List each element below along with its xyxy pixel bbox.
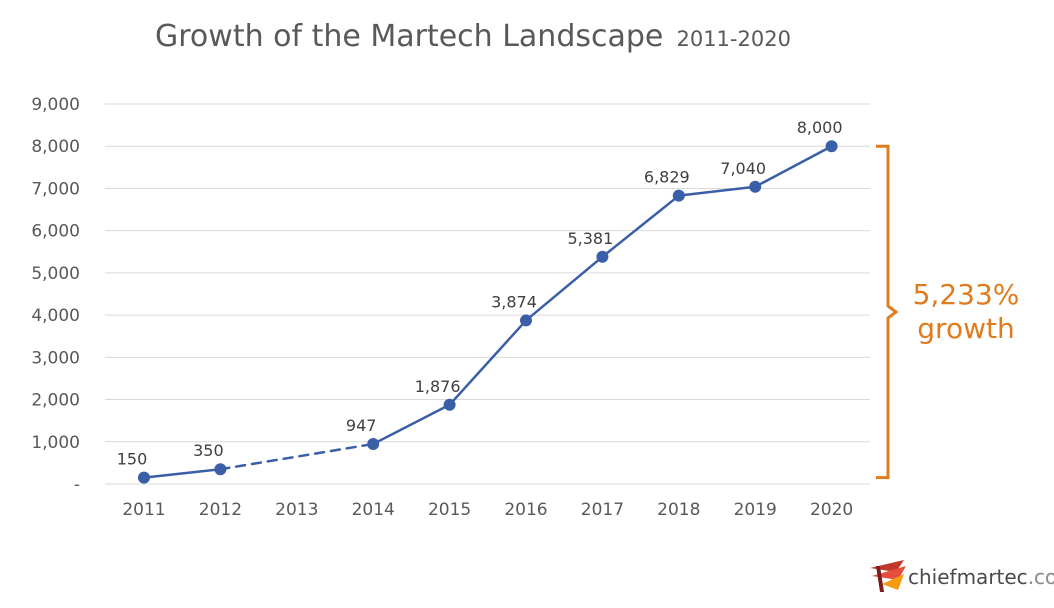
chart-subtitle: 2011-2020	[676, 27, 790, 51]
data-point-2011	[138, 471, 150, 484]
y-tick-label: 9,000	[31, 95, 80, 115]
x-tick-label: 2020	[810, 500, 853, 520]
gridlines	[105, 103, 870, 485]
series-points	[138, 140, 838, 484]
series-line	[142, 144, 833, 479]
growth-brace	[876, 144, 899, 480]
data-point-2016	[520, 314, 532, 327]
x-tick-label: 2017	[581, 500, 624, 520]
data-label-2017: 5,381	[567, 229, 613, 248]
x-axis-ticks: 2011 2012 2013 2014 2015 2016 2017 2018 2019 2020	[122, 500, 853, 520]
series-segment	[371, 403, 451, 446]
data-labels: 150 350 947 1,876 3,874 5,381 6,829 7,040 8,000	[117, 118, 843, 468]
x-tick-label: 2019	[734, 500, 777, 520]
chart-title: Growth of the Martech Landscape	[155, 19, 663, 54]
data-label-2012: 350	[193, 441, 224, 460]
y-tick-label: 1,000	[31, 433, 80, 453]
chiefmartec-logo: chiefmartec.com	[870, 560, 1054, 592]
y-axis-ticks: - 1,000 2,000 3,000 4,000 5,000 6,000 7,000 8,00…	[31, 95, 80, 495]
data-point-2014	[367, 438, 380, 451]
data-point-2020	[825, 140, 838, 153]
data-point-2017	[596, 250, 609, 263]
y-tick-label: -	[74, 475, 80, 495]
x-tick-label: 2015	[428, 500, 471, 520]
series-segment	[753, 144, 833, 189]
series-segment	[524, 255, 604, 322]
data-label-2019: 7,040	[720, 159, 766, 178]
flag-logo-icon	[870, 560, 906, 592]
data-label-2020: 8,000	[797, 118, 843, 137]
x-tick-label: 2018	[657, 500, 700, 520]
growth-word: growth	[917, 312, 1014, 345]
y-tick-label: 4,000	[31, 306, 80, 326]
series-segment	[448, 319, 528, 407]
y-tick-label: 6,000	[31, 222, 80, 242]
x-tick-label: 2013	[275, 500, 318, 520]
y-tick-label: 7,000	[31, 179, 80, 199]
logo-text-group: chiefmartec.com	[908, 565, 1054, 589]
logo-name: chiefmartec	[908, 565, 1028, 589]
x-tick-label: 2014	[352, 500, 395, 520]
series-segment-dashed	[219, 442, 375, 471]
logo-tld: .com	[1028, 565, 1054, 589]
growth-percent: 5,233%	[913, 278, 1020, 311]
series-segment	[677, 185, 757, 197]
y-tick-label: 2,000	[31, 391, 80, 411]
data-label-2018: 6,829	[644, 168, 690, 187]
x-tick-label: 2012	[199, 500, 242, 520]
y-tick-label: 5,000	[31, 264, 80, 284]
data-label-2015: 1,876	[415, 377, 461, 396]
series-segment	[142, 467, 222, 479]
x-tick-label: 2011	[122, 500, 165, 520]
series-segment	[601, 194, 681, 259]
y-tick-label: 3,000	[31, 348, 80, 368]
x-tick-label: 2016	[504, 500, 547, 520]
data-point-2018	[672, 189, 685, 202]
chart-title-group: Growth of the Martech Landscape 2011-202…	[155, 19, 791, 54]
data-point-2019	[749, 180, 762, 193]
data-label-2016: 3,874	[491, 292, 537, 311]
growth-annotation: 5,233% growth	[876, 144, 1020, 480]
y-tick-label: 8,000	[31, 137, 80, 157]
data-point-2012	[214, 463, 227, 476]
data-label-2011: 150	[117, 450, 148, 469]
data-point-2015	[443, 398, 456, 411]
data-label-2014: 947	[346, 416, 377, 435]
